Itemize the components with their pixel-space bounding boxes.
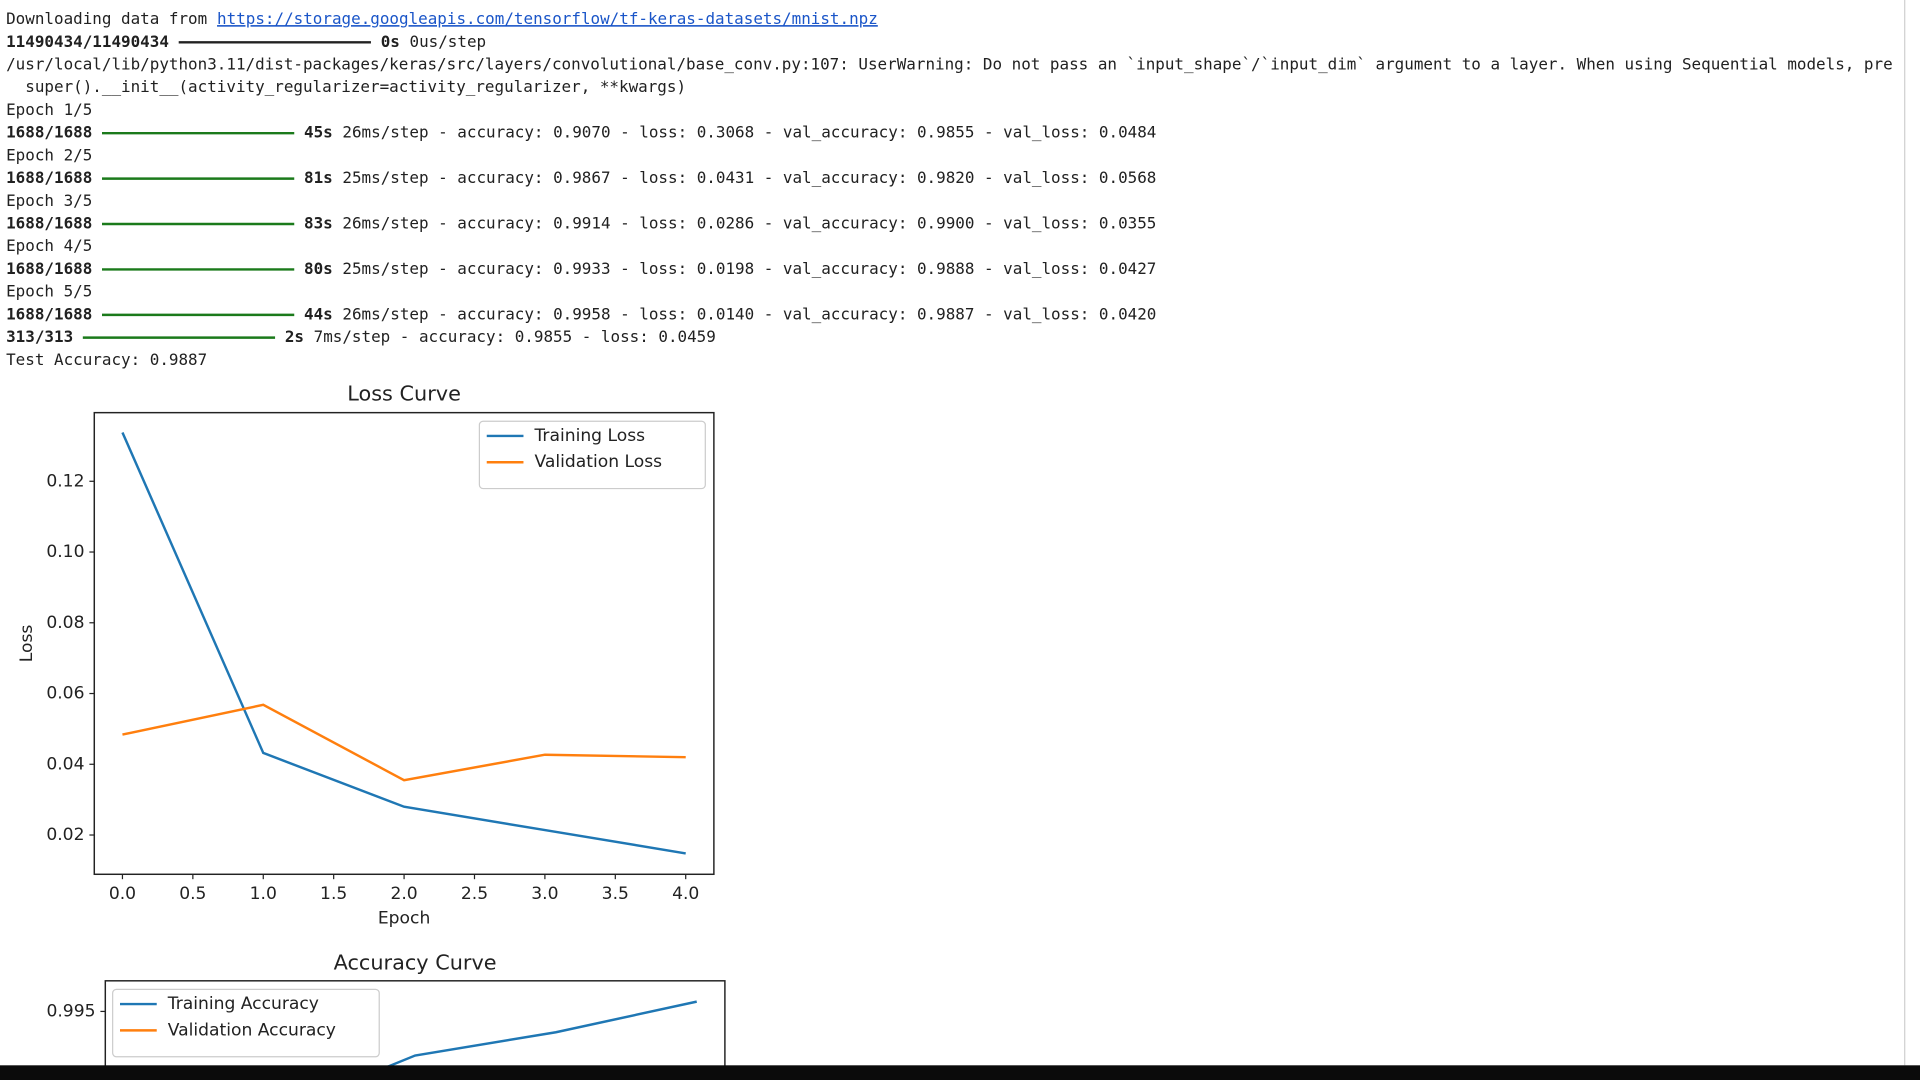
progress-count: 313/313 [6,327,73,346]
console-line: Epoch 4/5 [6,236,92,255]
download-link[interactable]: https://storage.googleapis.com/tensorflo… [217,9,878,28]
y-tick-label: 0.02 [46,825,84,845]
y-axis-label: Loss [17,625,37,663]
elapsed-time: 0s [381,32,400,51]
progress-count: 11490434/11490434 [6,32,169,51]
console-line: Epoch 1/5 [6,100,92,119]
x-tick-label: 1.5 [320,884,347,904]
x-tick-label: 3.5 [602,884,629,904]
progress-count: 1688/1688 [6,123,92,142]
console-line: Epoch 3/5 [6,191,92,210]
legend-box [112,988,380,1058]
y-tick-label: 0.08 [46,613,84,633]
series-line [351,1000,697,1080]
progress-count: 1688/1688 [6,168,92,187]
x-tick-label: 2.0 [390,884,417,904]
y-tick-label: 0.10 [46,542,84,562]
chart-title: Loss Curve [347,381,461,405]
chart-title: Accuracy Curve [334,951,497,975]
progress-count: 1688/1688 [6,304,92,323]
legend-label: Validation Loss [534,452,662,472]
y-tick-label: 0.06 [46,684,84,704]
y-tick-label: 0.995 [46,1001,95,1021]
elapsed-time: 83s [304,214,333,233]
elapsed-time: 44s [304,304,333,323]
axes-frame [104,980,726,1080]
x-tick-label: 0.0 [109,884,136,904]
x-tick-label: 0.5 [179,884,206,904]
charts: Loss Curve 0.02 0.04 0.06 0.08 0.10 0.12 0.0 0.5… [17,381,726,1080]
legend-label: Training Accuracy [167,994,319,1014]
x-axis-label: Epoch [378,908,430,928]
console-output: Downloading data from https://storage.go… [6,9,1893,369]
console-line: Downloading data from [6,9,217,28]
bottom-bar [0,1065,1920,1080]
elapsed-time: 2s [285,327,304,346]
progress-count: 1688/1688 [6,259,92,278]
legend-label: Validation Accuracy [168,1020,336,1040]
console-line: Epoch 2/5 [6,145,92,164]
step-metrics: 0us/step [410,32,487,51]
y-tick-label: 0.12 [46,471,84,491]
step-metrics: 25ms/step - accuracy: 0.9933 - loss: 0.0… [342,259,1156,278]
series-line [122,703,686,782]
x-tick-label: 4.0 [672,884,699,904]
legend-box [478,420,706,490]
step-metrics: 25ms/step - accuracy: 0.9867 - loss: 0.0… [342,168,1156,187]
legend-label: Training Loss [533,426,645,446]
progress-count: 1688/1688 [6,214,92,233]
console-line: /usr/local/lib/python3.11/dist-packages/… [6,55,1893,74]
x-tick-label: 2.5 [461,884,488,904]
console-line: Test Accuracy: 0.9887 [6,350,207,369]
y-tick-label: 0.04 [46,754,84,774]
axes-frame [93,411,715,876]
series-line [121,431,686,855]
console-line: super().__init__(activity_regularizer=ac… [6,77,686,96]
elapsed-time: 80s [304,259,333,278]
elapsed-time: 45s [304,123,333,142]
step-metrics: 26ms/step - accuracy: 0.9914 - loss: 0.0… [342,214,1156,233]
step-metrics: 26ms/step - accuracy: 0.9070 - loss: 0.3… [342,123,1156,142]
step-metrics: 26ms/step - accuracy: 0.9958 - loss: 0.0… [342,304,1156,323]
x-tick-label: 3.0 [531,884,558,904]
step-metrics: 7ms/step - accuracy: 0.9855 - loss: 0.04… [314,327,716,346]
console-line: Epoch 5/5 [6,282,92,301]
elapsed-time: 81s [304,168,333,187]
x-tick-label: 1.0 [250,884,277,904]
